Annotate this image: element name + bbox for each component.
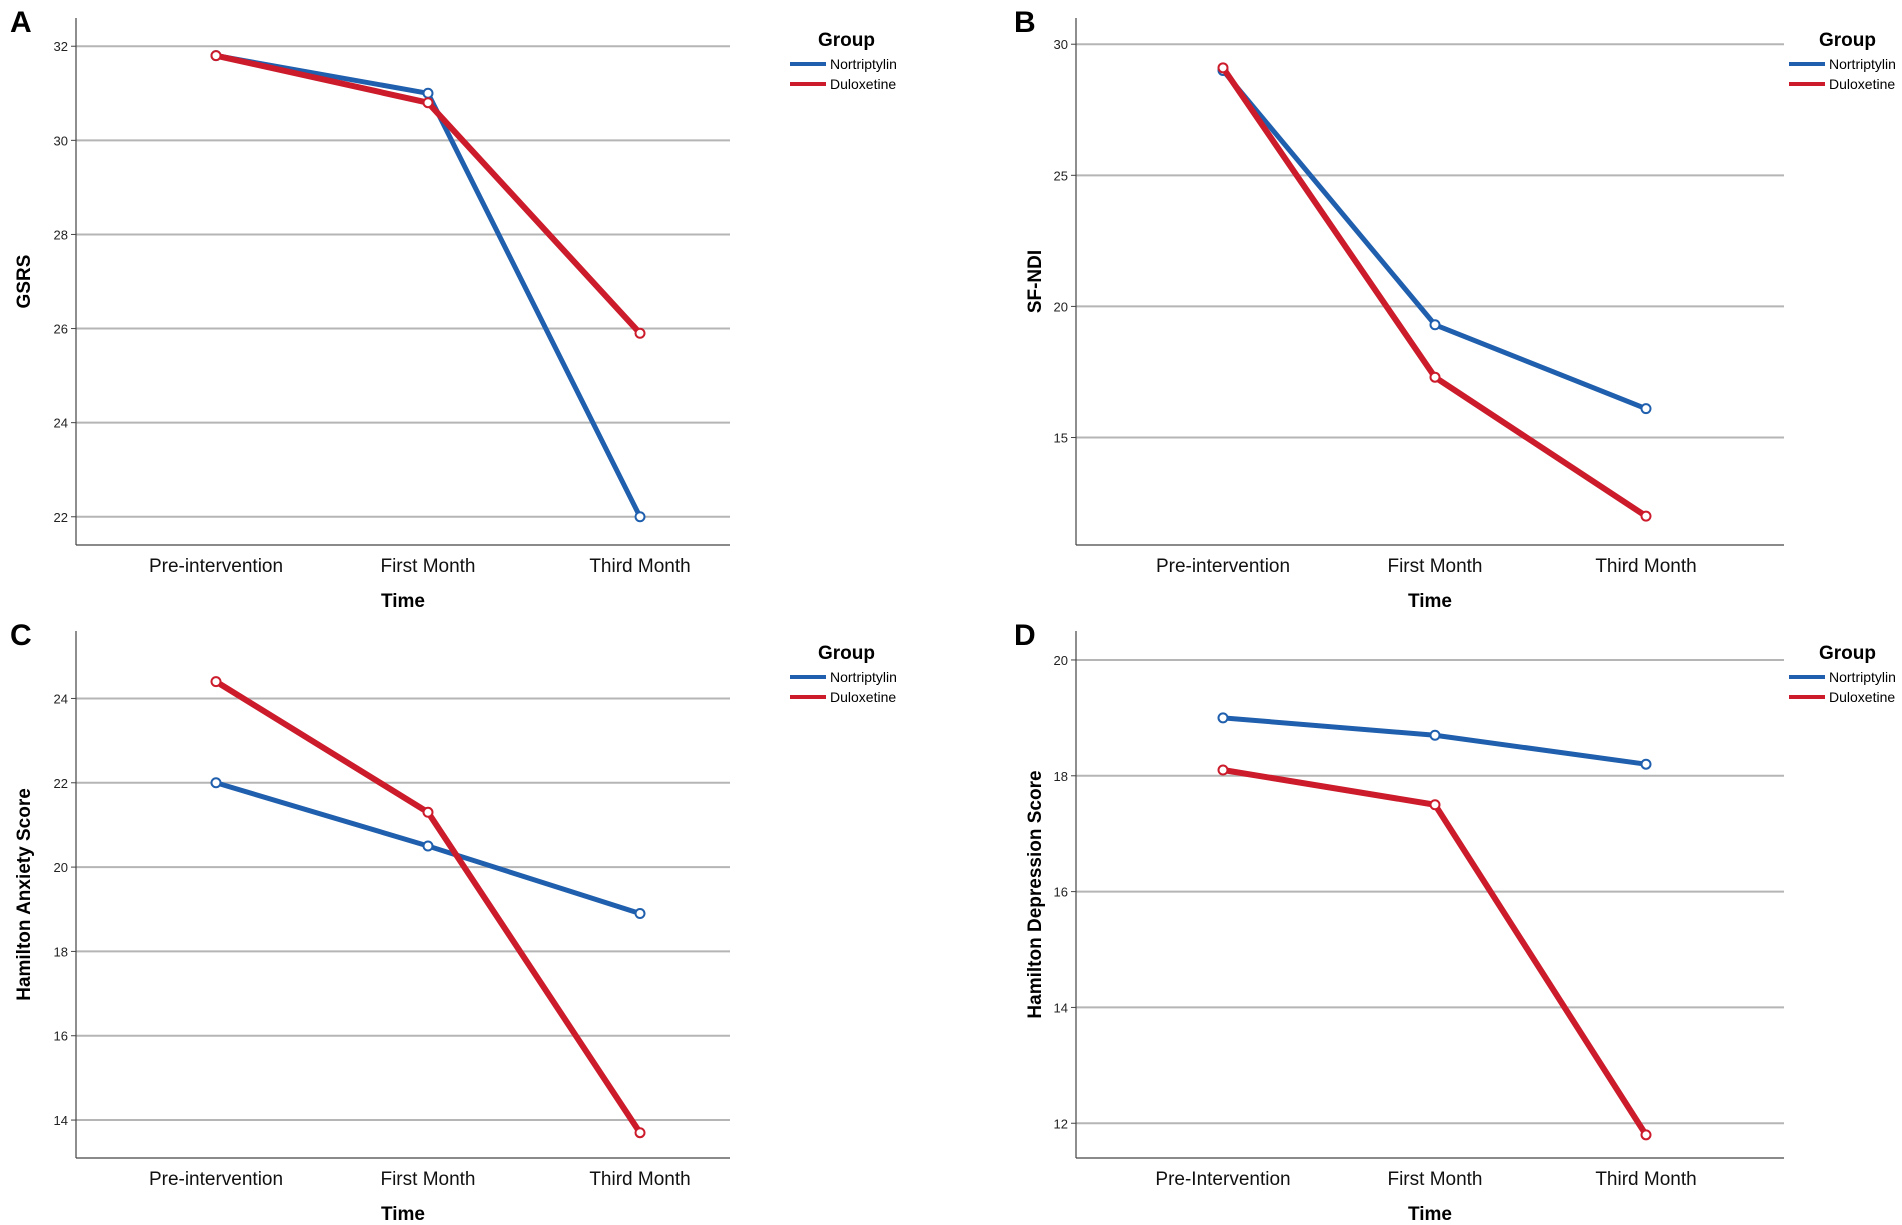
x-axis-title: Time xyxy=(1408,591,1452,612)
data-point-duloxetine xyxy=(1640,1129,1652,1141)
y-tick-label: 14 xyxy=(54,1113,68,1128)
legend-title: Group xyxy=(1819,30,1876,51)
y-axis-title: Hamilton Depression Score xyxy=(1025,770,1046,1018)
data-point-duloxetine xyxy=(210,50,222,62)
series-line-nortriptylin xyxy=(1220,715,1649,767)
x-tick-label: Third Month xyxy=(589,1169,690,1190)
y-tick-label: 30 xyxy=(54,133,68,148)
chart-svg-a: A 22 24 26 28 30 32 Pre-intervention First Month… xyxy=(10,6,897,612)
data-point-nortriptylin xyxy=(634,907,646,919)
data-point-nortriptylin xyxy=(210,777,222,789)
data-point-nortriptylin xyxy=(422,840,434,852)
chart-panel-c: C 14 16 18 20 22 24 Pre-intervention First Month… xyxy=(0,613,951,1225)
data-point-duloxetine xyxy=(1429,371,1441,383)
x-tick-label: Pre-Intervention xyxy=(1155,1169,1290,1190)
x-tick-label: Third Month xyxy=(1595,1169,1696,1190)
y-tick-label: 16 xyxy=(54,1029,68,1044)
y-tick-label: 32 xyxy=(54,39,68,54)
data-point-duloxetine xyxy=(634,1127,646,1139)
legend-label-duloxetine: Duloxetine xyxy=(830,689,896,705)
y-tick-label: 14 xyxy=(1054,1000,1068,1015)
x-tick-label: Pre-intervention xyxy=(149,1169,283,1190)
data-point-nortriptylin xyxy=(634,511,646,523)
y-tick-label: 25 xyxy=(1054,168,1068,183)
data-point-duloxetine xyxy=(1429,799,1441,811)
chart-panel-a: A 22 24 26 28 30 32 Pre-intervention First Month… xyxy=(0,0,951,612)
data-point-duloxetine xyxy=(634,327,646,339)
chart-panel-b: B 15 20 25 30 Pre-intervention First Month Thir… xyxy=(1001,0,1902,612)
legend-label-nortriptylin: Nortriptylin xyxy=(830,56,897,72)
x-tick-label: Pre-intervention xyxy=(149,556,283,577)
x-axis-title: Time xyxy=(381,1204,425,1225)
y-axis-title: SF-NDI xyxy=(1025,250,1046,313)
x-tick-label: First Month xyxy=(380,556,475,577)
legend-label-duloxetine: Duloxetine xyxy=(1829,689,1895,705)
data-point-duloxetine xyxy=(210,676,222,688)
data-point-nortriptylin xyxy=(1429,319,1441,331)
data-point-nortriptylin xyxy=(1429,729,1441,741)
chart-svg-d: D 12 14 16 18 20 Pre-Intervention First Month Th… xyxy=(1014,619,1896,1225)
series-line-duloxetine xyxy=(1220,766,1649,1138)
data-point-nortriptylin xyxy=(1640,758,1652,770)
y-tick-label: 24 xyxy=(54,416,68,431)
y-tick-label: 28 xyxy=(54,227,68,242)
data-point-duloxetine xyxy=(1217,62,1229,74)
y-tick-label: 20 xyxy=(54,860,68,875)
x-tick-label: Third Month xyxy=(589,556,690,577)
data-point-duloxetine xyxy=(1640,510,1652,522)
y-tick-label: 26 xyxy=(54,322,68,337)
panel-letter-b: B xyxy=(1014,6,1036,39)
y-tick-label: 22 xyxy=(54,510,68,525)
data-point-nortriptylin xyxy=(422,87,434,99)
x-axis-title: Time xyxy=(1408,1204,1452,1225)
data-point-duloxetine xyxy=(1217,764,1229,776)
legend: Group Nortriptylin Duloxetine xyxy=(1789,643,1896,705)
y-tick-label: 30 xyxy=(1054,37,1068,52)
y-axis-title: GSRS xyxy=(14,255,35,309)
chart-panel-d: D 12 14 16 18 20 Pre-Intervention First Month Th… xyxy=(1001,613,1902,1225)
x-tick-label: Third Month xyxy=(1595,556,1696,577)
y-tick-label: 18 xyxy=(54,944,68,959)
x-tick-label: First Month xyxy=(1387,556,1482,577)
x-tick-label: First Month xyxy=(1387,1169,1482,1190)
panel-letter-a: A xyxy=(10,6,32,39)
legend-label-nortriptylin: Nortriptylin xyxy=(830,669,897,685)
y-axis-title: Hamilton Anxiety Score xyxy=(14,788,35,1001)
data-point-nortriptylin xyxy=(1640,403,1652,415)
chart-svg-c: C 14 16 18 20 22 24 Pre-intervention First Month… xyxy=(10,619,897,1225)
y-tick-label: 20 xyxy=(1054,299,1068,314)
series-line-nortriptylin xyxy=(1220,67,1649,412)
series-line-nortriptylin xyxy=(213,53,643,520)
y-tick-label: 16 xyxy=(1054,885,1068,900)
series-line-duloxetine xyxy=(1220,64,1649,520)
panel-letter-c: C xyxy=(10,619,32,652)
data-point-duloxetine xyxy=(422,97,434,109)
legend-label-nortriptylin: Nortriptylin xyxy=(1829,56,1896,72)
y-tick-label: 15 xyxy=(1054,431,1068,446)
legend-title: Group xyxy=(1819,643,1876,664)
y-tick-label: 22 xyxy=(54,776,68,791)
legend: Group Nortriptylin Duloxetine xyxy=(790,30,897,92)
x-tick-label: First Month xyxy=(380,1169,475,1190)
chart-svg-b: B 15 20 25 30 Pre-intervention First Month Thir… xyxy=(1014,6,1896,612)
x-axis-title: Time xyxy=(381,591,425,612)
x-tick-label: Pre-intervention xyxy=(1156,556,1290,577)
data-point-nortriptylin xyxy=(1217,712,1229,724)
y-tick-label: 12 xyxy=(1054,1116,1068,1131)
panel-letter-d: D xyxy=(1014,619,1036,652)
legend-label-duloxetine: Duloxetine xyxy=(1829,76,1895,92)
legend-title: Group xyxy=(818,643,875,664)
data-point-duloxetine xyxy=(422,806,434,818)
legend-title: Group xyxy=(818,30,875,51)
y-tick-label: 24 xyxy=(54,691,68,706)
legend-label-duloxetine: Duloxetine xyxy=(830,76,896,92)
y-tick-label: 20 xyxy=(1054,653,1068,668)
legend: Group Nortriptylin Duloxetine xyxy=(790,643,897,705)
y-tick-label: 18 xyxy=(1054,769,1068,784)
legend-label-nortriptylin: Nortriptylin xyxy=(1829,669,1896,685)
legend: Group Nortriptylin Duloxetine xyxy=(1789,30,1896,92)
series-line-duloxetine xyxy=(213,678,643,1136)
